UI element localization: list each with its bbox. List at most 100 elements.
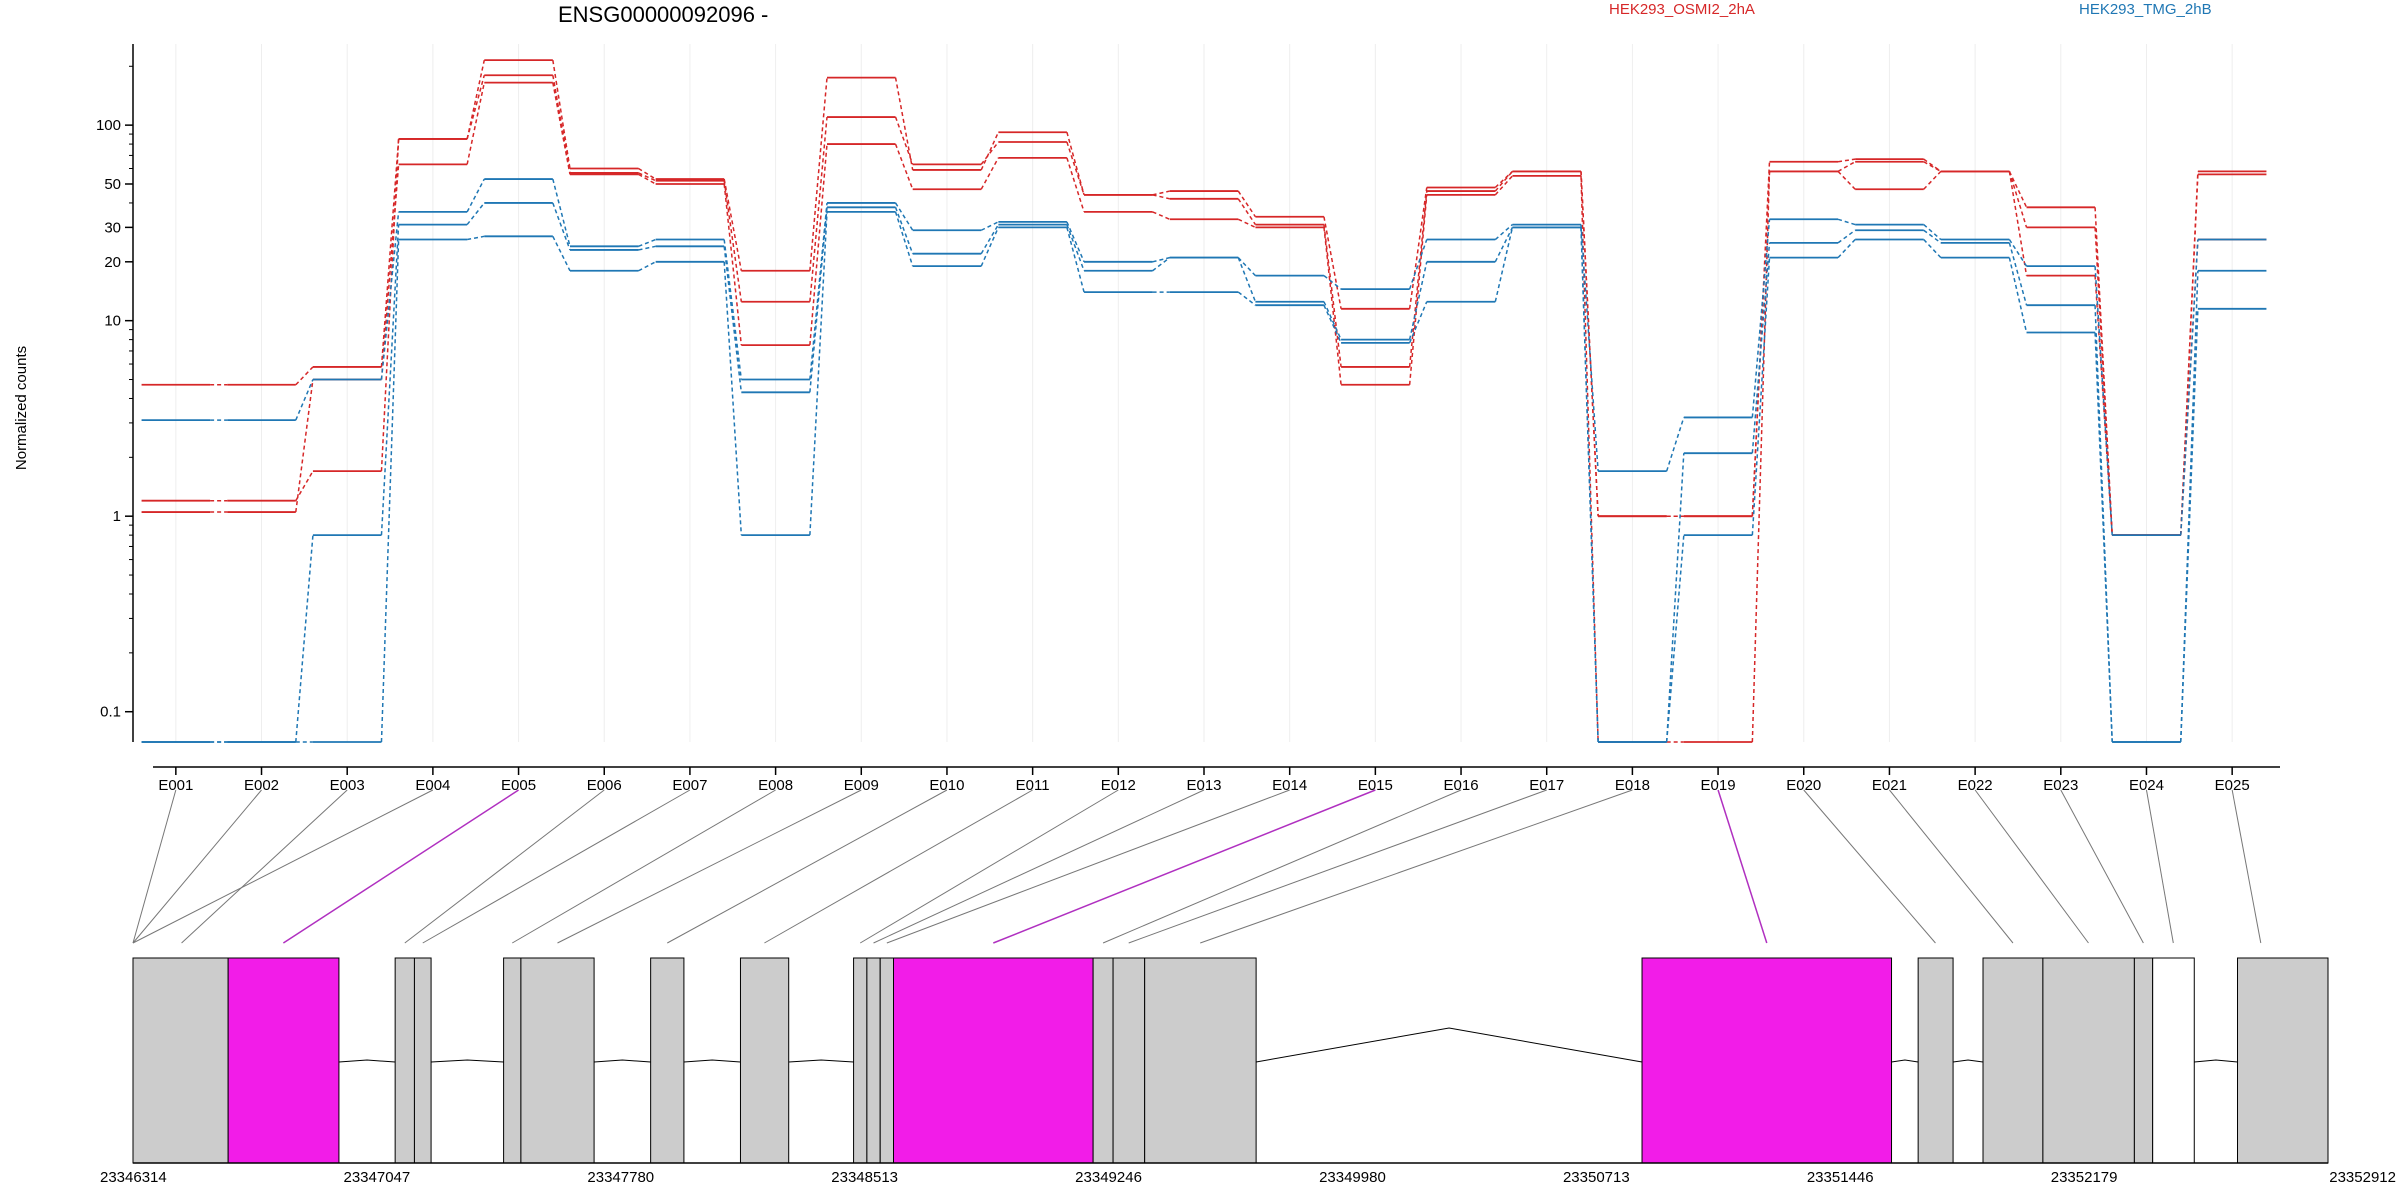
series-connector: [466, 202, 485, 226]
exon-link-e021: [1889, 789, 2014, 944]
exon-link-e011: [764, 789, 1033, 944]
series-connector: [2094, 266, 2113, 536]
series-connector: [467, 235, 485, 241]
series-connector: [1923, 224, 1942, 241]
series-connector: [1751, 219, 1771, 418]
exon-link-e015: [993, 789, 1376, 944]
series-connector: [1237, 257, 1257, 302]
exon-link-e025: [2231, 789, 2262, 944]
exon-block-22: [2237, 957, 2329, 1164]
x-tick-label-e011: E011: [1016, 777, 1050, 794]
exon-block-21: [2152, 957, 2195, 1164]
series-connector: [1152, 256, 1170, 263]
series-connector: [1494, 227, 1514, 263]
series-connector: [1494, 170, 1513, 189]
x-tick-label-e007: E007: [672, 777, 707, 794]
x-tick-label-e021: E021: [1872, 777, 1907, 794]
y-tick-label: 10: [104, 313, 121, 330]
exon-block-6: [520, 957, 595, 1164]
x-tick-label-e002: E002: [244, 777, 279, 794]
y-tick-label: 1: [113, 508, 121, 525]
series-connector: [1237, 291, 1256, 306]
grid-lines: [175, 44, 2233, 742]
series-connector: [723, 183, 743, 346]
exon-block-16: [1641, 957, 1893, 1164]
series-connector: [380, 211, 400, 380]
series-connector: [1408, 239, 1428, 290]
series-connector: [638, 173, 657, 185]
x-tick-label-e009: E009: [844, 777, 879, 794]
intron-9: [2194, 1059, 2238, 1063]
genomic-tick-label: 23349980: [1319, 1169, 1386, 1186]
x-tick-label-e024: E024: [2129, 777, 2164, 794]
intron-3: [594, 1059, 651, 1063]
series-connector: [1237, 257, 1256, 277]
y-tick-label: 100: [96, 117, 121, 134]
series-connector: [1837, 161, 1856, 173]
series-connector: [1665, 535, 1685, 743]
series-connector: [723, 178, 743, 271]
series-connector: [380, 164, 400, 380]
exon-block-9: [853, 957, 868, 1164]
exon-block-19: [2042, 957, 2135, 1164]
series-connector: [295, 470, 314, 502]
exon-block-14: [1112, 957, 1146, 1164]
series-connector: [295, 379, 314, 513]
exon-block-8: [739, 957, 790, 1164]
x-tick-label-e013: E013: [1186, 777, 1221, 794]
exon-block-11: [879, 957, 894, 1164]
exon-link-e007: [422, 789, 691, 944]
series-connector: [1837, 229, 1856, 244]
series-connector: [809, 202, 828, 380]
x-tick-label-e005: E005: [501, 777, 536, 794]
series-connector: [295, 366, 314, 386]
series-lines: [141, 59, 2267, 743]
series-connector: [1152, 190, 1170, 196]
exon-block-12: [892, 957, 1094, 1164]
exon-link-e001: [132, 789, 177, 944]
exon-link-e009: [557, 789, 862, 944]
series-connector: [894, 143, 914, 190]
series-connector: [1152, 194, 1170, 200]
series-connector: [1237, 218, 1256, 229]
y-tick-label: 30: [104, 219, 121, 236]
series-connector: [1066, 224, 1085, 272]
chart-title: ENSG00000092096 -: [558, 2, 768, 27]
intron-1: [338, 1059, 396, 1063]
exon-link-e010: [667, 789, 948, 944]
axes: 0.1 1 10 20 30 50 100 E001 E002 E003 E004 E005 E006 E…: [96, 44, 2280, 794]
series-connector: [2008, 171, 2028, 276]
series-connector: [1323, 304, 1342, 344]
exon-block-2: [227, 957, 340, 1164]
intron-4: [683, 1059, 741, 1063]
series-connector: [1923, 229, 1942, 244]
series-connector: [1323, 275, 1342, 290]
genomic-tick-label: 23352912: [2329, 1169, 2396, 1186]
series-connector: [2008, 171, 2028, 228]
series-connector: [1066, 157, 1085, 213]
series-connector: [980, 141, 999, 165]
series-connector: [809, 77, 828, 271]
series-connector: [2180, 308, 2199, 743]
exon-block-4: [413, 957, 432, 1164]
y-tick-label: 50: [104, 176, 121, 193]
series-connector: [1408, 261, 1428, 340]
series-connector: [1751, 257, 1771, 536]
series-connector: [295, 379, 314, 421]
series-connector: [980, 157, 1000, 190]
x-tick-label-e022: E022: [1958, 777, 1993, 794]
series-connector: [980, 221, 999, 231]
exon-link-e020: [1803, 789, 1936, 944]
exon-link-e005: [282, 789, 519, 944]
x-tick-label-e006: E006: [587, 777, 622, 794]
exon-block-20: [2133, 957, 2154, 1164]
exon-link-e004: [132, 789, 434, 944]
exon-link-e002: [132, 789, 262, 944]
exon-block-18: [1982, 957, 2044, 1164]
series-connector: [894, 202, 914, 231]
series-connector: [1665, 417, 1685, 472]
series-connector: [552, 178, 571, 247]
x-tick-label-e014: E014: [1272, 777, 1307, 794]
exon-link-e013: [873, 789, 1205, 944]
